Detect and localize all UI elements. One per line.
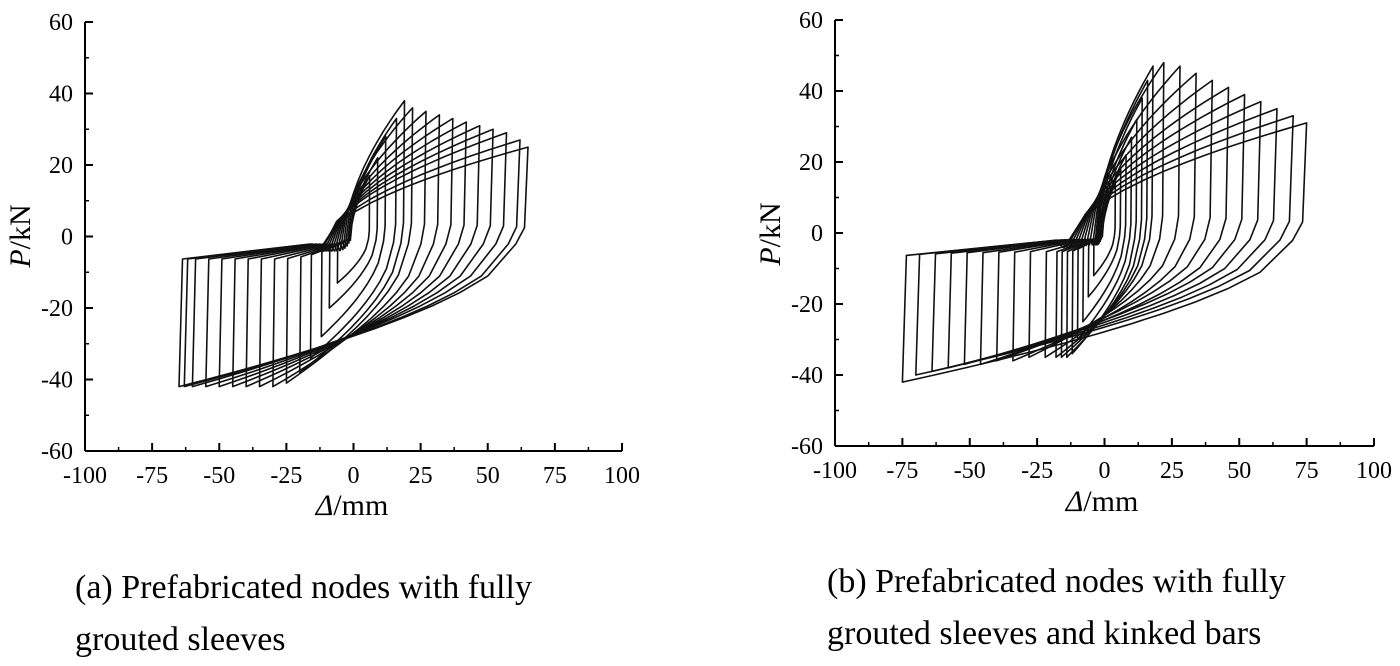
- hysteresis-loop: [915, 115, 1294, 376]
- y-tick-label: -40: [791, 363, 823, 389]
- y-tick-label: 40: [799, 79, 823, 105]
- y-axis-title: P/kN: [4, 204, 37, 268]
- hysteresis-loop: [1087, 168, 1122, 298]
- hysteresis-loops: [901, 61, 1308, 383]
- hysteresis-loop: [245, 117, 454, 388]
- x-axis-unit: /mm: [333, 489, 388, 522]
- hysteresis-loop: [218, 124, 481, 388]
- y-tick-label: 60: [799, 8, 823, 34]
- x-axis-symbol: Δ: [315, 489, 334, 522]
- hysteresis-loop: [901, 122, 1308, 383]
- y-tick-label: -60: [791, 434, 823, 460]
- hysteresis-loop: [258, 114, 441, 388]
- x-tick-label: 75: [543, 463, 567, 489]
- y-axis-unit: /kN: [4, 204, 37, 249]
- y-tick-label: 40: [49, 82, 73, 108]
- hysteresis-loop: [320, 135, 387, 338]
- hysteresis-loop: [272, 110, 427, 388]
- x-axis-symbol: Δ: [1065, 485, 1084, 518]
- hysteresis-loop: [1082, 154, 1127, 323]
- x-tick-label: -75: [886, 458, 918, 484]
- y-tick-label: -60: [41, 439, 73, 465]
- x-tick-label: 25: [1160, 458, 1184, 484]
- y-axis-symbol: P: [754, 247, 787, 266]
- y-tick-label: 0: [811, 221, 823, 247]
- hysteresis-loop: [183, 139, 521, 388]
- y-tick-label: -20: [41, 296, 73, 322]
- x-tick-label: 100: [1356, 458, 1392, 484]
- x-tick-label: -75: [136, 463, 168, 489]
- x-tick-label: 25: [409, 463, 433, 489]
- x-axis-unit: /mm: [1083, 485, 1138, 518]
- hysteresis-loop: [231, 121, 468, 388]
- x-tick-label: 75: [1295, 458, 1319, 484]
- x-tick-label: 100: [604, 463, 640, 489]
- x-tick-label: -50: [203, 463, 235, 489]
- chart-panel-a: -100 -75 -50 -25 0 25 50 75 100 60 40 20 0 -20 -40 -60 Δ…: [4, 10, 640, 522]
- hysteresis-loop: [1092, 182, 1117, 277]
- x-tick-label: 50: [476, 463, 500, 489]
- x-tick-label: 0: [1099, 458, 1111, 484]
- hysteresis-loop: [1055, 65, 1154, 359]
- x-axis-title: Δ/mm: [1065, 485, 1139, 518]
- hysteresis-loop: [979, 86, 1230, 366]
- x-tick-label: 50: [1227, 458, 1251, 484]
- y-tick-label: 20: [799, 150, 823, 176]
- hysteresis-loops: [178, 99, 529, 388]
- y-tick-label: 20: [49, 153, 73, 179]
- x-tick-label: -100: [813, 458, 857, 484]
- y-axis-title: P/kN: [754, 202, 787, 266]
- x-tick-label: -100: [63, 463, 107, 489]
- hysteresis-loop: [205, 128, 494, 388]
- y-tick-label: 0: [61, 225, 73, 251]
- x-tick-label: -25: [1021, 458, 1053, 484]
- caption-b: (b) Prefabricated nodes with fully grout…: [827, 563, 1286, 652]
- y-axis-symbol: P: [4, 249, 37, 268]
- x-axis-title: Δ/mm: [315, 489, 389, 522]
- y-tick-label: 60: [49, 10, 73, 36]
- caption-a: (a) Prefabricated nodes with fully grout…: [75, 569, 532, 658]
- x-tick-label: 0: [348, 463, 360, 489]
- hysteresis-loop: [947, 100, 1262, 369]
- x-tick-label: -50: [954, 458, 986, 484]
- hysteresis-loop: [1044, 61, 1165, 359]
- y-axis-unit: /kN: [754, 202, 787, 247]
- hysteresis-loop: [178, 146, 529, 388]
- hysteresis-loop: [285, 107, 414, 384]
- x-tick-label: -25: [270, 463, 302, 489]
- hysteresis-loop: [191, 132, 508, 388]
- y-tick-label: -40: [41, 368, 73, 394]
- y-tick-label: -20: [791, 292, 823, 318]
- chart-panel-b: -100 -75 -50 -25 0 25 50 75 100 60 40 20 0 -20 -40 -60 Δ…: [754, 8, 1392, 518]
